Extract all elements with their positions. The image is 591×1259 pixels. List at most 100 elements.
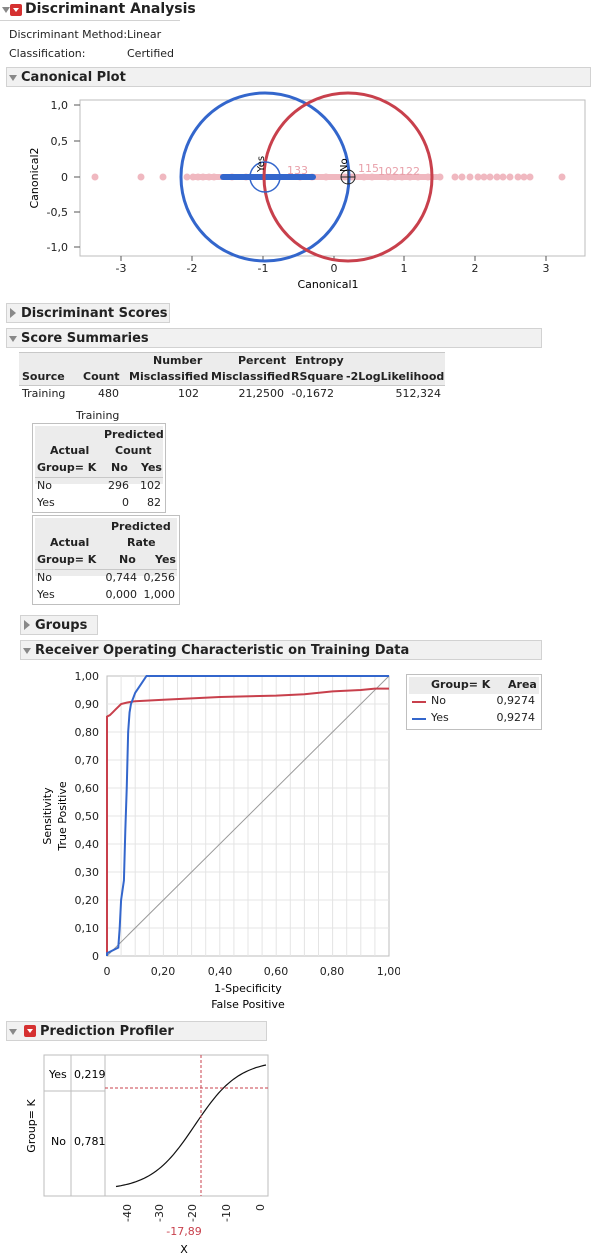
no-point [474,173,482,181]
collapse-profiler-icon[interactable] [9,1029,17,1035]
roc-y-tick: 1,00 [75,670,100,683]
rate-no-yes: 0,256 [143,571,176,584]
roc-y-tick: 0,50 [75,810,100,823]
profiler-red-triangle-menu-button[interactable] [24,1025,36,1037]
no-mean-label: No [339,158,350,172]
canonical-plot-header[interactable]: Canonical Plot [6,67,591,87]
roc-curve-yes [106,675,389,956]
point-label: 102 [378,165,399,178]
roc-y-tick: 0,80 [75,726,100,739]
rate-yes-no: 0,000 [105,588,138,601]
score-summaries-title: Score Summaries [21,331,149,346]
roc-y-tick: 0,40 [75,838,100,851]
count-no-no: 296 [108,479,129,492]
count-no-yes: 102 [140,479,161,492]
count-row-yes: Yes [37,496,55,509]
no-point [480,173,488,181]
col-entropy-1: Entropy [295,354,344,367]
x-tick: 2 [472,262,479,275]
y-tick: 1,0 [51,99,69,112]
rate-group: Group= K [37,553,97,566]
collapse-discriminant-analysis-icon[interactable] [2,7,10,13]
row-percent-misclassified: 21,2500 [238,387,285,400]
roc-y-label-1: Sensitivity [41,787,54,845]
legend-label-yes: Yes [431,711,449,724]
rate-row-yes: Yes [37,588,55,601]
no-point [183,173,191,181]
roc-title: Receiver Operating Characteristic on Tra… [35,643,410,658]
count-actual: Actual [50,444,90,457]
profiler-no-label: No [51,1135,66,1148]
x-tick: 3 [543,262,550,275]
col-count: Count [83,370,120,383]
count-col-no: No [111,461,128,474]
roc-x-label-2: False Positive [211,998,285,1011]
profiler-x-tick: -10 [220,1204,233,1222]
roc-x-tick: 0,40 [208,965,233,978]
roc-x-tick: 0 [104,965,111,978]
roc-y-tick: 0,60 [75,782,100,795]
legend-line-yes [412,718,426,720]
no-point [526,173,534,181]
roc-y-tick: 0,20 [75,894,100,907]
prediction-profiler-header[interactable]: Prediction Profiler [6,1021,267,1041]
roc-y-tick: 0,70 [75,754,100,767]
rate-actual: Actual [50,536,90,549]
score-summary-table: Source Count Number Misclassified Percen… [19,352,445,404]
row-source: Training [22,387,66,400]
collapse-canonical-plot-icon[interactable] [9,75,17,81]
profiler-x-tick: 0 [254,1204,267,1211]
y-tick: 0,5 [51,135,69,148]
roc-plot: 1,00 0,90 0,80 0,70 0,60 0,50 0,40 0,30 … [41,670,400,1011]
discriminant-scores-header[interactable]: Discriminant Scores [6,303,170,323]
no-point [493,173,501,181]
no-point [137,173,145,181]
profiler-group-axis-label: Group= K [25,1099,38,1153]
rate-table: Predicted Actual Rate Group= K No Yes No… [32,515,180,605]
method-label: Discriminant Method: [9,28,128,41]
collapse-score-summaries-icon[interactable] [9,336,17,342]
col-entropy-2: RSquare [291,370,344,383]
groups-header[interactable]: Groups [20,615,98,635]
no-point [514,173,522,181]
y-tick: -1,0 [47,241,68,254]
expand-discriminant-scores-icon[interactable] [10,308,16,318]
roc-header[interactable]: Receiver Operating Characteristic on Tra… [20,640,542,660]
count-yes-yes: 82 [147,496,161,509]
score-summaries-header[interactable]: Score Summaries [6,328,542,348]
canonical-x-label: Canonical1 [298,278,359,291]
yes-mean-label: Yes [256,156,267,173]
roc-x-tick: 1,00 [377,965,400,978]
col-percent-1: Percent [238,354,287,367]
col-number-2: Misclassified [129,370,209,383]
roc-y-label-2: True Positive [56,781,69,851]
profiler-current-x[interactable]: -17,89 [166,1225,201,1238]
count-metric: Count [115,444,152,457]
discriminant-red-triangle-menu-button[interactable] [10,4,22,16]
report-title: Discriminant Analysis [25,1,196,17]
no-point [451,173,459,181]
canonical-plot-title: Canonical Plot [21,70,126,85]
roc-x-label-1: 1-Specificity [214,982,282,995]
col-percent-2: Misclassified [211,370,291,383]
col-source: Source [22,370,65,383]
expand-groups-icon[interactable] [24,620,30,630]
classification-value: Certified [127,47,175,60]
training-label: Training [76,409,120,422]
legend-line-no [412,701,426,703]
prediction-profiler-plot[interactable]: Group= K Yes 0,219 No 0,781 -40 -30 -20 … [0,1050,300,1259]
no-point [499,173,507,181]
col-number-1: Number [153,354,203,367]
rate-col-yes: Yes [155,553,176,566]
profiler-x-label: X [180,1243,188,1256]
row-number-misclassified: 102 [178,387,199,400]
roc-x-tick: 0,60 [264,965,289,978]
point-label: 115 [358,162,379,175]
no-group-circle [262,91,434,263]
collapse-roc-icon[interactable] [23,648,31,654]
x-tick: 1 [401,262,408,275]
canonical-y-label: Canonical2 [28,148,41,209]
no-point [91,173,99,181]
rate-no-no: 0,744 [105,571,138,584]
rate-yes-yes: 1,000 [143,588,176,601]
